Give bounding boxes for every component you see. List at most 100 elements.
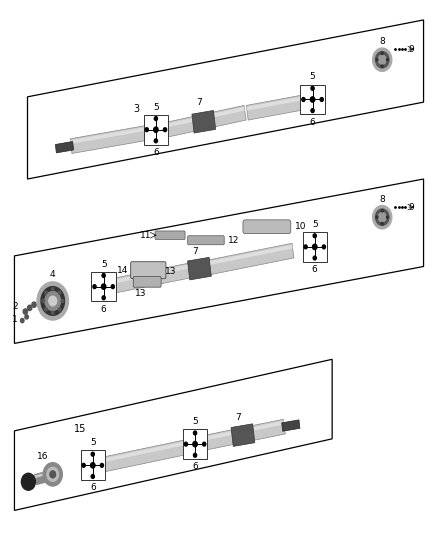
Circle shape (375, 209, 389, 225)
Polygon shape (104, 440, 193, 462)
Bar (303, 232, 327, 262)
Bar (144, 115, 168, 144)
Circle shape (381, 52, 383, 54)
Circle shape (43, 463, 62, 486)
Text: 3: 3 (133, 104, 139, 114)
Polygon shape (55, 142, 74, 153)
Text: 5: 5 (310, 72, 315, 82)
FancyBboxPatch shape (155, 231, 185, 239)
Circle shape (154, 117, 158, 120)
Polygon shape (247, 94, 311, 120)
Circle shape (45, 291, 47, 294)
Circle shape (194, 454, 197, 457)
Text: 15: 15 (74, 424, 86, 433)
Circle shape (49, 296, 57, 306)
Text: 13: 13 (165, 268, 176, 276)
Polygon shape (70, 124, 157, 154)
Circle shape (373, 206, 392, 229)
Circle shape (163, 128, 166, 132)
Circle shape (52, 311, 54, 314)
Circle shape (102, 273, 105, 278)
Circle shape (58, 308, 61, 311)
Text: 14: 14 (117, 266, 128, 274)
Text: 8: 8 (379, 195, 385, 204)
Text: 13: 13 (135, 289, 147, 298)
Polygon shape (231, 424, 255, 447)
Circle shape (381, 222, 383, 225)
Circle shape (23, 309, 28, 314)
Circle shape (154, 127, 158, 132)
Circle shape (42, 300, 44, 303)
Text: 1: 1 (12, 315, 18, 324)
Polygon shape (205, 421, 284, 440)
Circle shape (145, 128, 148, 132)
Text: 8: 8 (379, 37, 385, 46)
Polygon shape (247, 95, 310, 110)
FancyBboxPatch shape (243, 220, 291, 233)
Circle shape (381, 65, 383, 67)
Text: 5: 5 (312, 220, 318, 229)
Circle shape (21, 473, 35, 490)
Circle shape (373, 48, 392, 71)
Text: 6: 6 (192, 462, 198, 471)
Circle shape (50, 471, 56, 478)
Text: 2: 2 (12, 302, 18, 311)
Text: 6: 6 (90, 483, 95, 492)
Text: 9: 9 (408, 203, 414, 212)
Circle shape (93, 285, 96, 288)
Circle shape (91, 463, 95, 468)
Bar (92, 272, 116, 302)
Text: 7: 7 (197, 99, 202, 108)
Circle shape (386, 216, 389, 219)
Circle shape (45, 308, 47, 311)
Polygon shape (192, 110, 215, 133)
Circle shape (375, 52, 389, 68)
Circle shape (381, 209, 383, 212)
Polygon shape (71, 125, 155, 144)
Circle shape (102, 284, 106, 289)
Circle shape (102, 296, 105, 300)
Circle shape (313, 256, 316, 260)
FancyBboxPatch shape (187, 236, 224, 245)
Bar (81, 450, 105, 480)
Polygon shape (282, 420, 300, 431)
Circle shape (302, 98, 305, 101)
Circle shape (203, 442, 206, 446)
Polygon shape (35, 471, 51, 478)
FancyBboxPatch shape (131, 262, 166, 279)
Circle shape (193, 441, 197, 447)
Text: 7: 7 (192, 247, 198, 256)
Circle shape (58, 291, 61, 294)
Circle shape (313, 244, 317, 249)
Circle shape (184, 442, 187, 446)
Circle shape (37, 282, 68, 320)
Text: 5: 5 (192, 417, 198, 426)
Text: 10: 10 (295, 222, 307, 231)
Polygon shape (166, 107, 245, 127)
Text: 7: 7 (236, 414, 241, 422)
Polygon shape (207, 245, 293, 265)
Text: 5: 5 (90, 438, 95, 447)
Polygon shape (207, 243, 294, 275)
Circle shape (311, 109, 314, 112)
Polygon shape (103, 439, 194, 472)
Circle shape (28, 305, 32, 311)
Circle shape (311, 86, 314, 90)
Polygon shape (113, 261, 203, 293)
Text: 12: 12 (228, 236, 239, 245)
Text: 9: 9 (408, 45, 414, 54)
Circle shape (41, 287, 64, 316)
Circle shape (61, 300, 64, 303)
Circle shape (45, 292, 60, 311)
Circle shape (378, 213, 386, 222)
Circle shape (52, 288, 54, 290)
Polygon shape (166, 106, 246, 137)
Circle shape (378, 55, 386, 64)
Text: 6: 6 (310, 117, 315, 126)
Circle shape (91, 453, 94, 456)
FancyBboxPatch shape (133, 277, 161, 287)
Text: 6: 6 (312, 265, 318, 274)
Text: 6: 6 (153, 148, 159, 157)
Circle shape (194, 431, 197, 435)
Circle shape (47, 467, 59, 481)
